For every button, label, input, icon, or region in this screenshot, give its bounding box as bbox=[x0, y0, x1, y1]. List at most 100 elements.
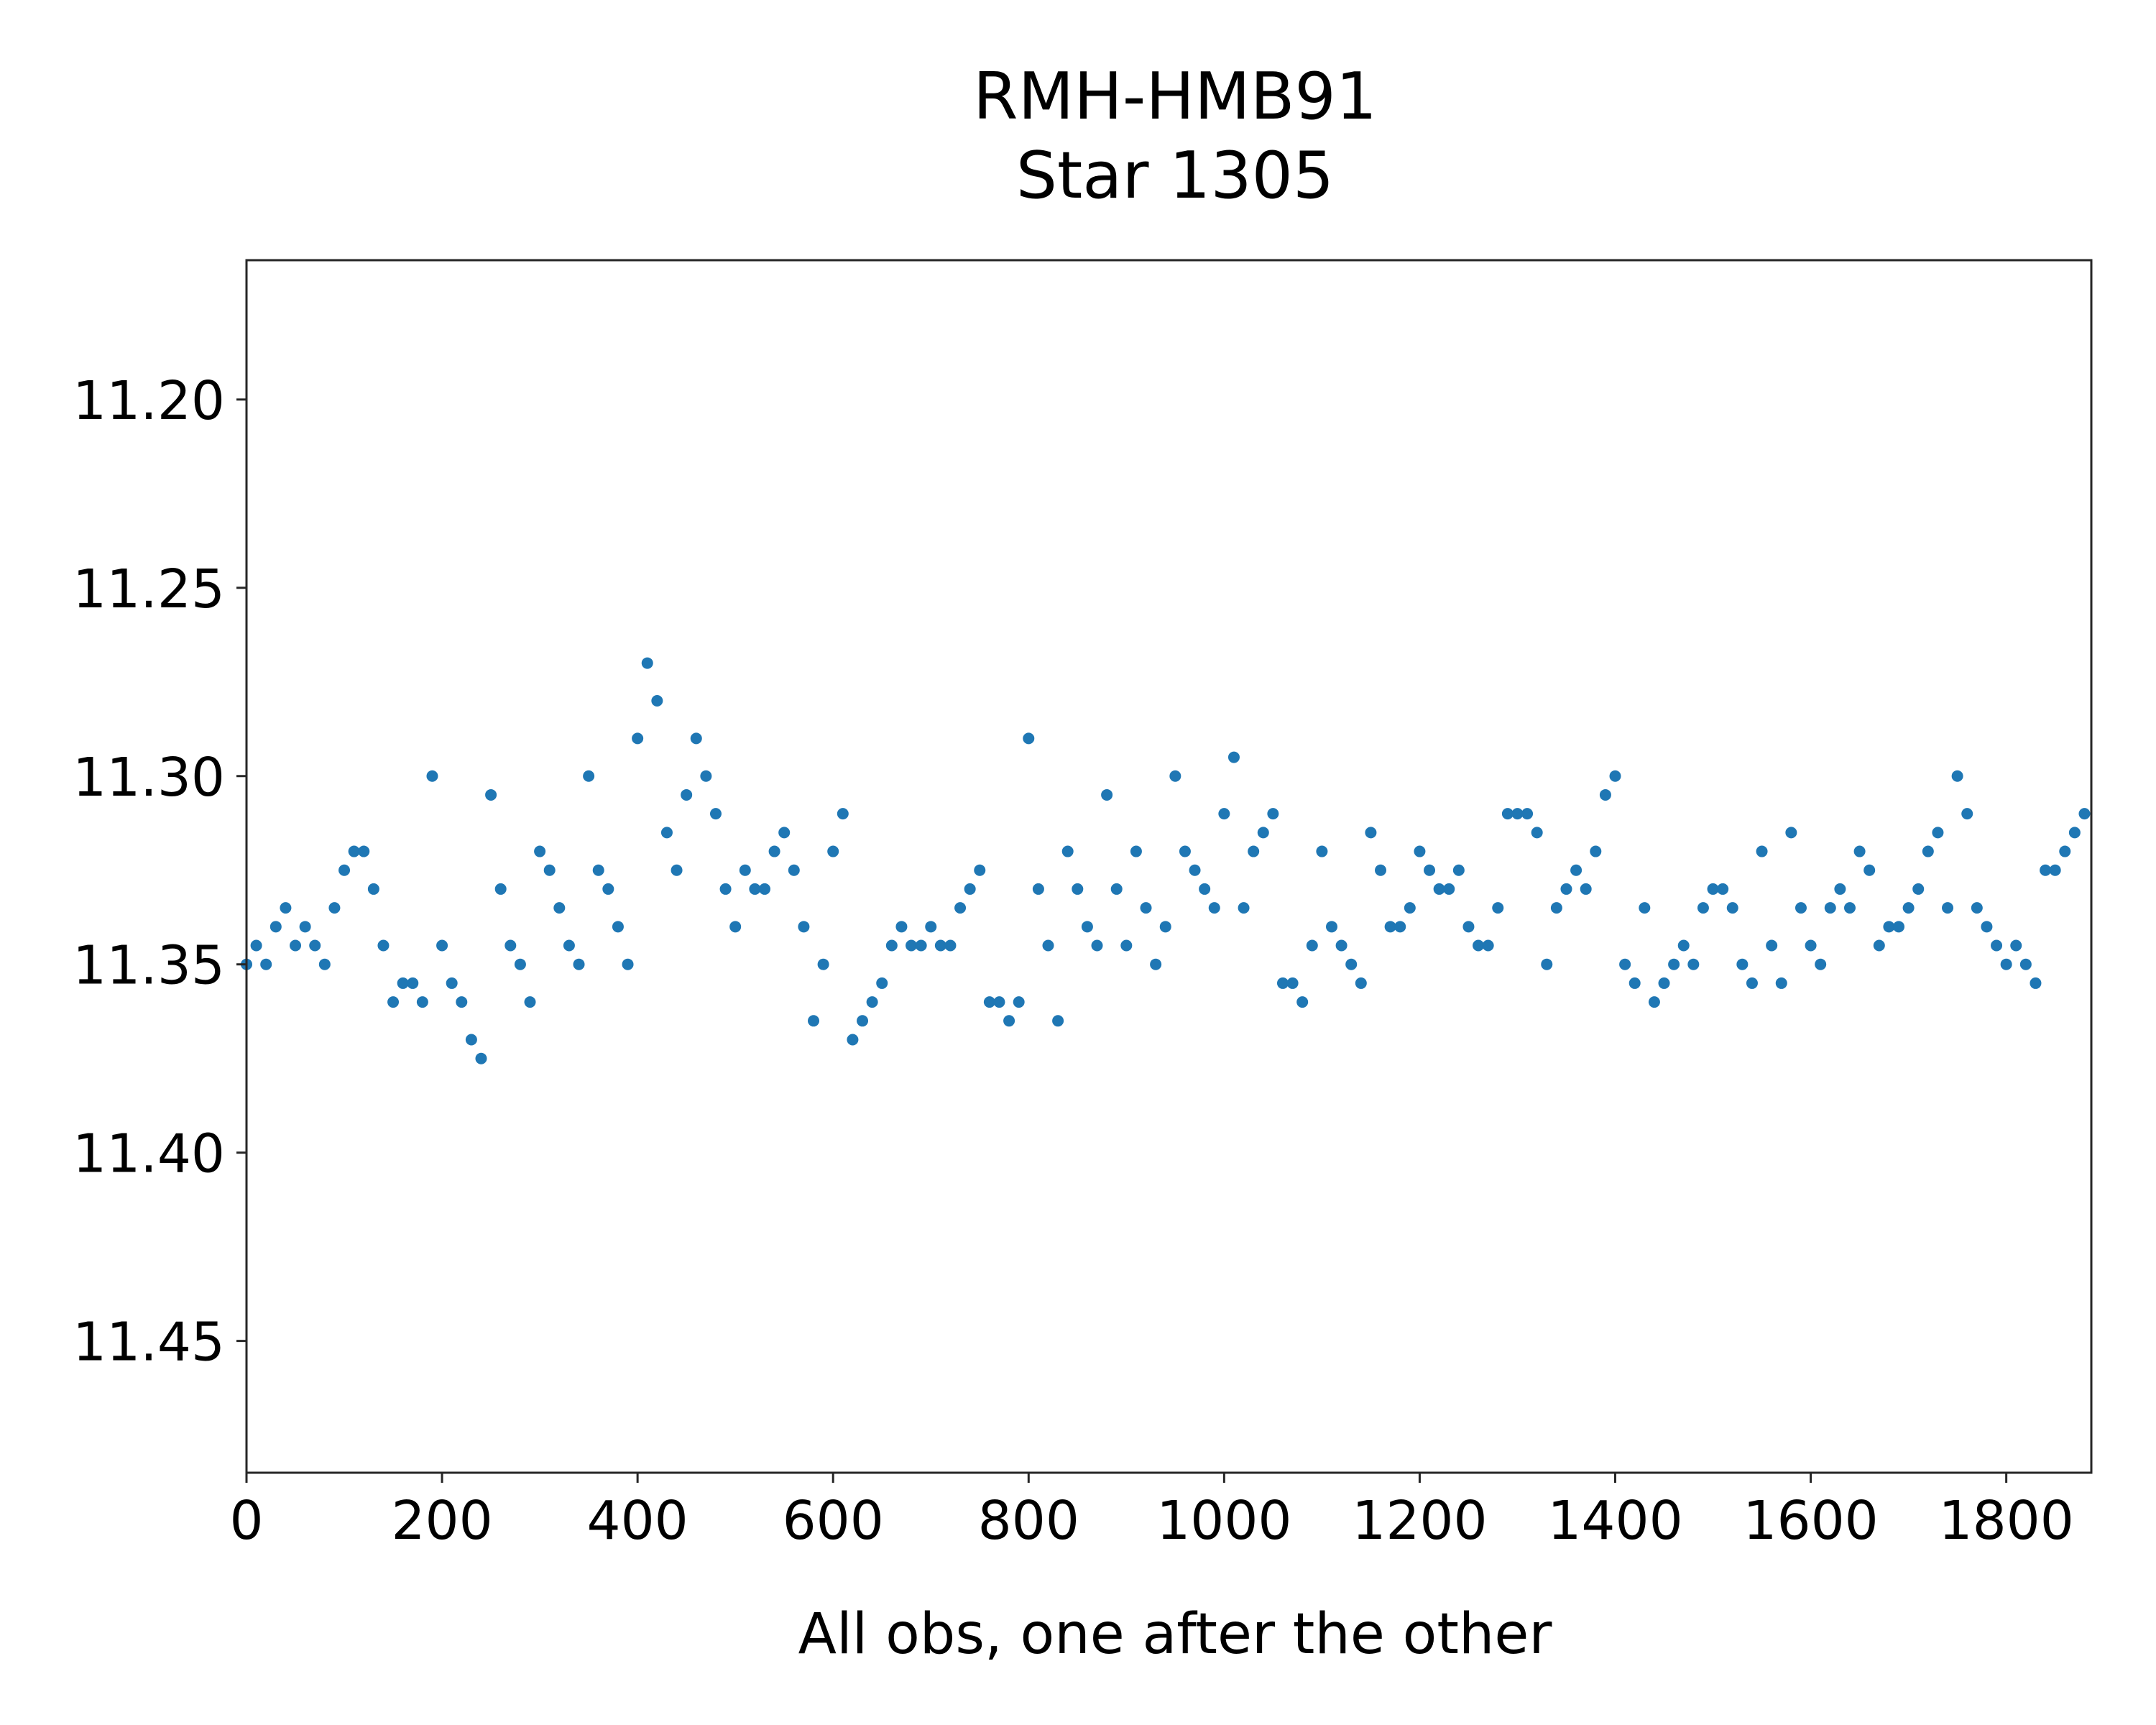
data-point bbox=[348, 845, 360, 857]
x-tick-label: 1400 bbox=[1547, 1490, 1682, 1552]
x-axis-label: All obs, one after the other bbox=[798, 1602, 1553, 1667]
data-point bbox=[612, 921, 624, 933]
data-point bbox=[983, 996, 995, 1008]
data-point bbox=[1276, 977, 1289, 989]
data-point bbox=[1511, 808, 1524, 820]
data-point bbox=[1052, 1015, 1064, 1027]
y-tick-label: 11.35 bbox=[73, 935, 225, 997]
data-point bbox=[1726, 902, 1738, 914]
data-point bbox=[1922, 845, 1934, 857]
data-point bbox=[641, 657, 653, 669]
data-point bbox=[1785, 827, 1797, 839]
data-point bbox=[1013, 996, 1025, 1008]
data-point bbox=[729, 921, 742, 933]
data-point bbox=[2000, 958, 2012, 970]
data-point bbox=[494, 883, 507, 895]
data-point bbox=[280, 902, 292, 914]
data-point bbox=[1208, 902, 1220, 914]
data-point bbox=[1072, 883, 1084, 895]
data-point bbox=[827, 845, 839, 857]
data-point bbox=[260, 958, 272, 970]
data-point bbox=[1687, 958, 1700, 970]
data-point bbox=[338, 864, 351, 876]
data-point bbox=[1473, 939, 1485, 952]
data-point bbox=[906, 939, 918, 952]
data-point bbox=[1179, 845, 1191, 857]
data-point bbox=[1355, 977, 1367, 989]
data-point bbox=[465, 1034, 477, 1046]
data-point bbox=[1443, 883, 1455, 895]
data-point bbox=[309, 939, 321, 952]
data-point bbox=[1248, 845, 1260, 857]
data-point bbox=[1991, 939, 2003, 952]
data-point bbox=[1462, 921, 1475, 933]
data-point bbox=[446, 977, 458, 989]
data-point bbox=[1746, 977, 1758, 989]
data-point bbox=[1580, 883, 1592, 895]
data-point bbox=[1061, 845, 1074, 857]
data-point bbox=[1081, 921, 1093, 933]
data-point bbox=[1169, 770, 1181, 782]
data-point bbox=[397, 977, 409, 989]
data-point bbox=[1805, 939, 1817, 952]
data-point bbox=[837, 808, 849, 820]
data-point bbox=[1345, 958, 1358, 970]
data-point bbox=[1501, 808, 1514, 820]
data-point bbox=[514, 958, 526, 970]
data-point bbox=[1942, 902, 1954, 914]
data-point bbox=[1766, 939, 1778, 952]
data-point bbox=[1199, 883, 1211, 895]
data-point bbox=[1893, 921, 1905, 933]
data-point bbox=[690, 732, 702, 745]
data-point bbox=[1912, 883, 1925, 895]
data-point bbox=[318, 958, 331, 970]
data-point bbox=[1775, 977, 1787, 989]
data-points bbox=[241, 657, 2091, 1064]
data-point bbox=[808, 1015, 820, 1027]
data-point bbox=[1873, 939, 1885, 952]
data-point bbox=[524, 996, 536, 1008]
data-point bbox=[1482, 939, 1494, 952]
data-point bbox=[1159, 921, 1171, 933]
data-point bbox=[1560, 883, 1572, 895]
data-point bbox=[1971, 902, 1983, 914]
data-point bbox=[1433, 883, 1445, 895]
data-point bbox=[1639, 902, 1651, 914]
data-point bbox=[250, 939, 262, 952]
data-point bbox=[1326, 921, 1337, 933]
x-tick-label: 200 bbox=[391, 1490, 492, 1552]
data-point bbox=[778, 827, 791, 839]
data-point bbox=[1717, 883, 1729, 895]
data-point bbox=[2019, 958, 2032, 970]
data-point bbox=[719, 883, 732, 895]
data-point bbox=[2078, 808, 2091, 820]
data-point bbox=[788, 864, 800, 876]
data-point bbox=[505, 939, 517, 952]
data-point bbox=[2068, 827, 2081, 839]
x-tick-label: 400 bbox=[587, 1490, 688, 1552]
data-point bbox=[367, 883, 379, 895]
data-point bbox=[768, 845, 780, 857]
data-point bbox=[1296, 996, 1309, 1008]
data-point bbox=[1815, 958, 1827, 970]
data-point bbox=[758, 883, 770, 895]
data-point bbox=[964, 883, 976, 895]
data-point bbox=[1961, 808, 1973, 820]
data-point bbox=[1834, 883, 1846, 895]
data-point bbox=[1883, 921, 1895, 933]
data-point bbox=[1003, 1015, 1015, 1027]
data-point bbox=[1707, 883, 1719, 895]
data-point bbox=[1570, 864, 1583, 876]
data-point bbox=[1590, 845, 1602, 857]
chart-title-line-2: Star 1305 bbox=[1016, 138, 1334, 213]
y-axis: 11.20 11.25 11.30 11.35 11.40 11.45 bbox=[73, 370, 247, 1374]
data-point bbox=[974, 864, 986, 876]
data-point bbox=[1130, 845, 1142, 857]
data-point bbox=[1091, 939, 1103, 952]
data-point bbox=[1599, 788, 1611, 801]
data-point bbox=[1531, 827, 1543, 839]
data-point bbox=[602, 883, 614, 895]
data-point bbox=[1424, 864, 1436, 876]
data-point bbox=[885, 939, 898, 952]
